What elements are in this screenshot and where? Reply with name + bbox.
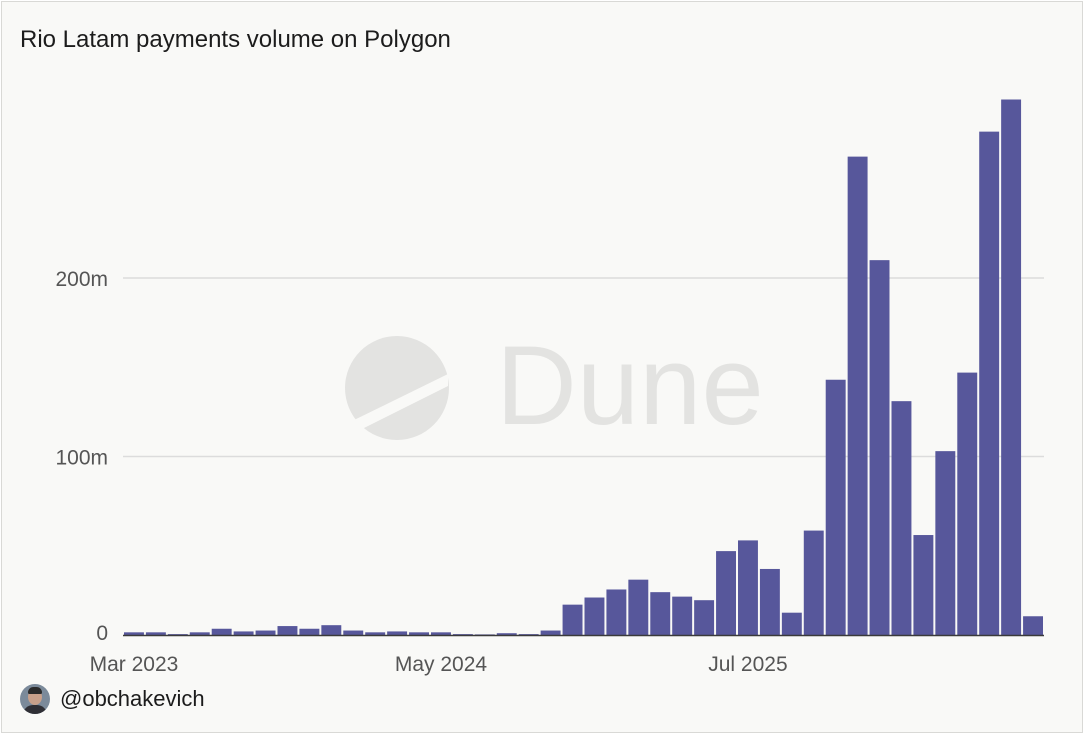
bar [650, 592, 671, 635]
bar [913, 535, 934, 635]
x-tick-label: May 2024 [395, 653, 488, 676]
x-tick-labels: Mar 2023 May 2024 Jul 2025 [90, 653, 788, 676]
bar [299, 628, 320, 635]
bar [124, 632, 144, 635]
y-tick-label: 0 [96, 622, 108, 645]
bar [562, 604, 583, 635]
bar [803, 530, 824, 635]
bar [145, 632, 166, 635]
bar [606, 589, 627, 635]
bars [124, 99, 1043, 635]
bar [628, 579, 649, 635]
y-tick-label: 200m [55, 268, 108, 291]
dune-watermark: Dune [345, 323, 764, 448]
bar [321, 625, 342, 635]
bar [869, 260, 890, 635]
bar [716, 551, 736, 635]
bar [979, 131, 1000, 635]
y-tick-labels: 0 100m 200m [55, 268, 108, 645]
bar [781, 612, 802, 635]
dune-watermark-text: Dune [496, 323, 764, 448]
bar [496, 633, 517, 635]
bar [759, 568, 780, 635]
bar [167, 634, 188, 635]
x-tick-label: Mar 2023 [90, 653, 179, 676]
bar [825, 379, 846, 635]
bar [343, 630, 364, 635]
bar [847, 156, 868, 635]
bar [211, 628, 232, 635]
chart-title: Rio Latam payments volume on Polygon [20, 26, 451, 53]
avatar [20, 684, 50, 714]
bar [387, 631, 408, 635]
dune-logo-slash [350, 374, 448, 433]
bar [518, 634, 539, 635]
bar [584, 597, 605, 635]
bar [1001, 99, 1022, 635]
bar [277, 626, 298, 635]
gridlines [123, 277, 1044, 458]
bar [189, 632, 210, 635]
y-tick-label: 100m [55, 447, 108, 470]
bar [431, 632, 451, 635]
bar [694, 600, 715, 635]
bar [233, 631, 254, 635]
bar [957, 372, 978, 635]
bar [540, 630, 561, 635]
bar [891, 401, 912, 635]
bar [255, 630, 276, 635]
author-attribution: @obchakevich [20, 684, 205, 714]
x-tick-label: Jul 2025 [708, 653, 787, 676]
bar [409, 632, 429, 635]
bar [738, 540, 758, 635]
author-handle: @obchakevich [60, 686, 205, 711]
bar [365, 632, 386, 635]
bar [672, 596, 693, 635]
bar [935, 451, 956, 635]
bar [474, 634, 495, 635]
bar [1023, 616, 1043, 635]
bar [452, 634, 473, 635]
